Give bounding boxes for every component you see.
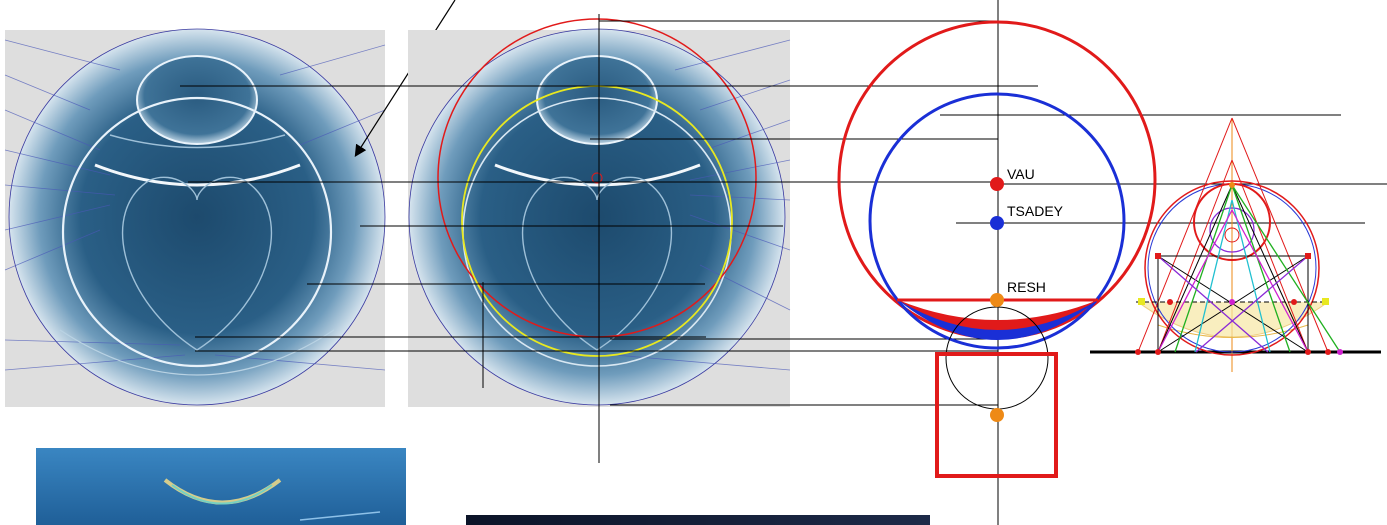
small-red-marker [591, 172, 603, 184]
vau-label: VAU [1007, 166, 1035, 182]
lower-lens [59, 329, 335, 376]
blue-lens [898, 300, 1098, 340]
caustic-upper [109, 134, 286, 149]
tiny-circle [1224, 227, 1240, 243]
bottom-photo-left [36, 448, 406, 525]
triangle-construction [1090, 117, 1381, 372]
heart-curve [521, 176, 673, 351]
violet-top-circle [1209, 207, 1255, 253]
colored-rays [1157, 184, 1341, 353]
red-square [935, 352, 1058, 478]
circle-diagram: VAU TSADEY RESH [837, 0, 1157, 525]
caustic-arc [94, 163, 301, 187]
tsadey-label: TSADEY [1007, 203, 1064, 219]
arrow-icon [354, 0, 456, 158]
triangle-right [1231, 117, 1329, 353]
triangle-left [1137, 117, 1233, 353]
red-lens [898, 300, 1098, 330]
sphere [8, 28, 386, 406]
blue-circle [868, 92, 1126, 350]
caustic-arc [494, 163, 701, 187]
sphere-panel-left [4, 28, 386, 407]
bottom-photo-right [466, 515, 930, 525]
markers [1135, 182, 1343, 355]
resh-label: RESH [1007, 279, 1046, 295]
top-bubble [536, 55, 658, 145]
tsadey-point [990, 216, 1004, 230]
inner-ring [61, 96, 333, 368]
vau-point [990, 177, 1004, 191]
lower-point [990, 408, 1004, 422]
heart-curve [121, 176, 273, 351]
top-bubble [136, 55, 258, 145]
streak-lines [4, 39, 386, 371]
red-circle-small [1144, 180, 1320, 356]
resh-point [990, 293, 1004, 307]
